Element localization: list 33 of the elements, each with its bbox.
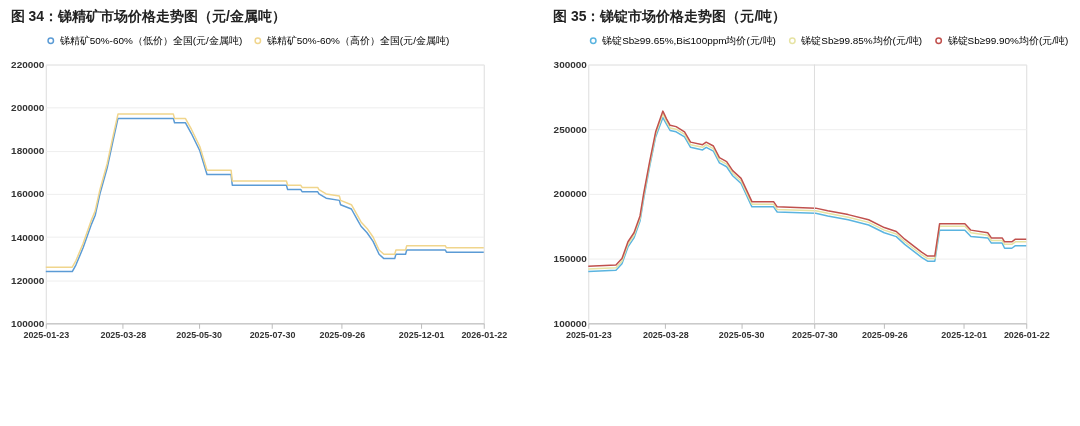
- x-tick-label: 2025-01-23: [23, 329, 70, 340]
- x-tick-label: 2025-03-28: [100, 329, 147, 340]
- x-tick-label: 2025-09-26: [861, 329, 908, 340]
- legend-label: 锑精矿50%-60%（低价）全国(元/金属吨): [58, 34, 243, 46]
- x-tick-label: 2025-07-30: [792, 329, 838, 340]
- legend-label: 锑锭Sb≥99.85%均价(元/吨): [800, 34, 922, 46]
- legend-label: 锑精矿50%-60%（高价）全国(元/金属吨): [265, 34, 450, 46]
- y-tick-label: 250000: [553, 123, 588, 135]
- x-tick-label: 2025-12-01: [398, 329, 445, 340]
- y-tick-label: 100000: [553, 317, 588, 329]
- y-tick-label: 140000: [11, 231, 45, 243]
- chart-title: 图 34：锑精矿市场价格走势图（元/金属吨）: [10, 7, 286, 24]
- x-tick-label: 2025-09-26: [319, 329, 366, 340]
- chart-title: 图 35：锑锭市场价格走势图（元/吨）: [553, 7, 787, 24]
- y-tick-label: 120000: [11, 274, 45, 286]
- x-tick-label: 2025-05-30: [718, 329, 765, 340]
- y-tick-label: 220000: [11, 58, 45, 70]
- legend-label: 锑锭Sb≥99.65%,Bi≤100ppm均价(元/吨): [601, 34, 776, 46]
- y-tick-label: 150000: [553, 253, 588, 265]
- y-tick-label: 300000: [553, 58, 588, 70]
- x-tick-label: 2026-01-22: [461, 329, 508, 340]
- y-tick-label: 200000: [553, 188, 588, 200]
- x-tick-label: 2025-01-23: [565, 329, 612, 340]
- y-tick-label: 100000: [11, 317, 45, 329]
- x-tick-label: 2026-01-22: [1003, 329, 1050, 340]
- x-tick-label: 2025-07-30: [249, 329, 296, 340]
- x-tick-label: 2025-03-28: [642, 329, 689, 340]
- x-tick-label: 2025-05-30: [176, 329, 222, 340]
- legend-label: 锑锭Sb≥99.90%均价(元/吨): [946, 34, 1069, 46]
- y-tick-label: 200000: [11, 102, 45, 114]
- y-tick-label: 180000: [11, 145, 45, 157]
- y-tick-label: 160000: [11, 188, 45, 200]
- x-tick-label: 2025-12-01: [941, 329, 988, 340]
